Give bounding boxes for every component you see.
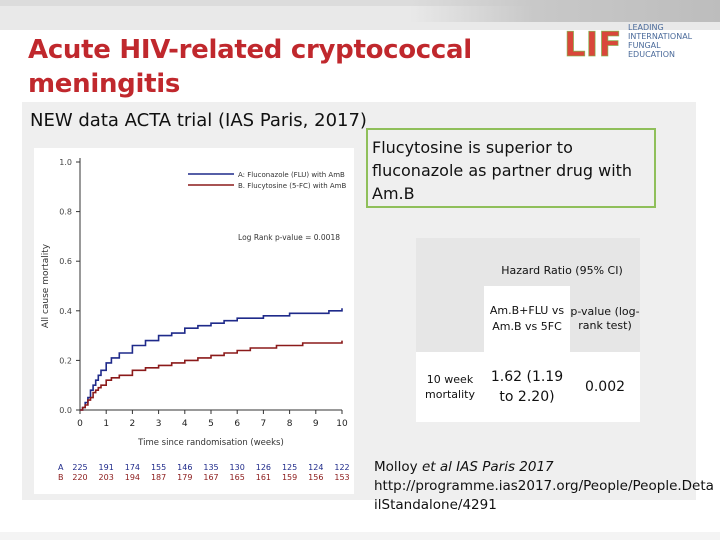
at-risk-value: 135: [203, 463, 218, 472]
at-risk-value: 179: [177, 473, 192, 482]
at-risk-value: 125: [282, 463, 297, 472]
logo-word: EDUCATION: [628, 50, 676, 59]
slide-title-line-1: Acute HIV-related cryptococcal: [28, 35, 472, 65]
at-risk-value: 126: [256, 463, 271, 472]
y-tick-label: 0.4: [59, 307, 72, 316]
x-tick-label: 6: [234, 419, 240, 429]
slide-subtitle: NEW data ACTA trial (IAS Paris, 2017): [30, 110, 367, 131]
at-risk-value: 187: [151, 473, 166, 482]
logo-word: INTERNATIONAL: [628, 32, 693, 41]
at-risk-value: 194: [125, 473, 140, 482]
conclusion-text: Flucytosine is superior to fluconazole a…: [372, 138, 633, 203]
x-tick-label: 5: [208, 419, 214, 429]
life-logo-mark: LIFE LIFE: [564, 25, 620, 64]
y-tick-label: 0.2: [59, 356, 72, 365]
at-risk-value: 156: [308, 473, 323, 482]
logo-word: LEADING: [628, 23, 664, 32]
citation-source: et al IAS Paris 2017: [421, 459, 554, 475]
x-tick-label: 4: [182, 419, 188, 429]
y-tick-label: 0.6: [59, 257, 72, 266]
y-tick-label: 1.0: [59, 158, 72, 167]
x-tick-label: 10: [336, 419, 348, 429]
kaplan-meier-chart: 0.0 0.2 0.4 0.6 0.8 1.0 0 1 2 3 4 5 6 7 8 9 10 All cause …: [41, 158, 350, 482]
at-risk-row-label: A: [58, 463, 64, 472]
log-rank-annotation: Log Rank p-value = 0.0018: [238, 233, 340, 242]
legend-label: A: Fluconazole (FLU) with AmB: [238, 171, 345, 179]
logo-mark-outline: LIFE: [564, 25, 620, 64]
at-risk-value: 220: [72, 473, 87, 482]
at-risk-value: 155: [151, 463, 166, 472]
y-tick-label: 0.8: [59, 208, 72, 217]
at-risk-value: 122: [334, 463, 349, 472]
series-line-fluconazole: [80, 308, 343, 411]
y-axis-label: All cause mortality: [41, 243, 51, 328]
at-risk-value: 191: [99, 463, 114, 472]
table-p-value: 0.002: [570, 352, 640, 422]
x-tick-label: 7: [261, 419, 267, 429]
x-tick-label: 1: [103, 419, 109, 429]
x-tick-label: 2: [130, 419, 136, 429]
x-tick-label: 9: [313, 419, 319, 429]
top-decoration-stripe: [410, 0, 720, 22]
table-row-label: 10 week mortality: [416, 352, 484, 422]
at-risk-row-label: B: [58, 473, 64, 482]
bottom-strip: [0, 532, 720, 540]
life-logo: LIFE LIFE LEADING INTERNATIONAL FUNGAL E…: [562, 20, 712, 64]
logo-mark-text: LIFE: [564, 25, 620, 64]
logo-word: FUNGAL: [628, 41, 661, 50]
citation: Molloy et al IAS Paris 2017 http://progr…: [374, 458, 714, 515]
slide-title: Acute HIV-related cryptococcal meningiti…: [28, 33, 548, 101]
x-axis-label: Time since randomisation (weeks): [137, 438, 284, 448]
table-header-p-value: p-value (log-rank test): [570, 286, 640, 352]
at-risk-value: 167: [203, 473, 218, 482]
top-decoration-edge: [0, 0, 720, 6]
x-tick-label: 8: [287, 419, 293, 429]
series-line-flucytosine: [80, 340, 343, 411]
table-header-comparison: Am.B+FLU vs Am.B vs 5FC: [484, 286, 570, 352]
legend-label: B. Flucytosine (5-FC) with AmB: [238, 182, 347, 190]
hazard-ratio-table: Hazard Ratio (95% CI) Am.B+FLU vs Am.B v…: [416, 238, 640, 422]
table-hazard-ratio-value: 1.62 (1.19 to 2.20): [484, 352, 570, 422]
y-tick-label: 0.0: [59, 406, 72, 415]
at-risk-value: 153: [334, 473, 349, 482]
x-tick-label: 0: [77, 419, 83, 429]
table-blank-cell: [416, 238, 484, 286]
at-risk-value: 174: [125, 463, 140, 472]
conclusion-callout: Flucytosine is superior to fluconazole a…: [366, 128, 656, 208]
at-risk-value: 159: [282, 473, 297, 482]
top-decoration-band: [0, 0, 720, 30]
at-risk-value: 161: [256, 473, 271, 482]
at-risk-value: 130: [230, 463, 245, 472]
citation-author: Molloy: [374, 459, 422, 475]
at-risk-value: 146: [177, 463, 192, 472]
slide-title-line-2: meningitis: [28, 69, 180, 99]
at-risk-value: 203: [99, 473, 114, 482]
kaplan-meier-figure: 0.0 0.2 0.4 0.6 0.8 1.0 0 1 2 3 4 5 6 7 8 9 10 All cause …: [34, 148, 354, 494]
table-header-hazard-ratio: Hazard Ratio (95% CI): [484, 238, 640, 286]
logo-words: LEADING INTERNATIONAL FUNGAL EDUCATION: [628, 23, 692, 59]
x-tick-label: 3: [156, 419, 162, 429]
at-risk-value: 124: [308, 463, 323, 472]
at-risk-value: 225: [72, 463, 87, 472]
at-risk-value: 165: [230, 473, 245, 482]
table-blank-cell: [416, 286, 484, 352]
citation-url[interactable]: http://programme.ias2017.org/People/Peop…: [374, 478, 714, 513]
